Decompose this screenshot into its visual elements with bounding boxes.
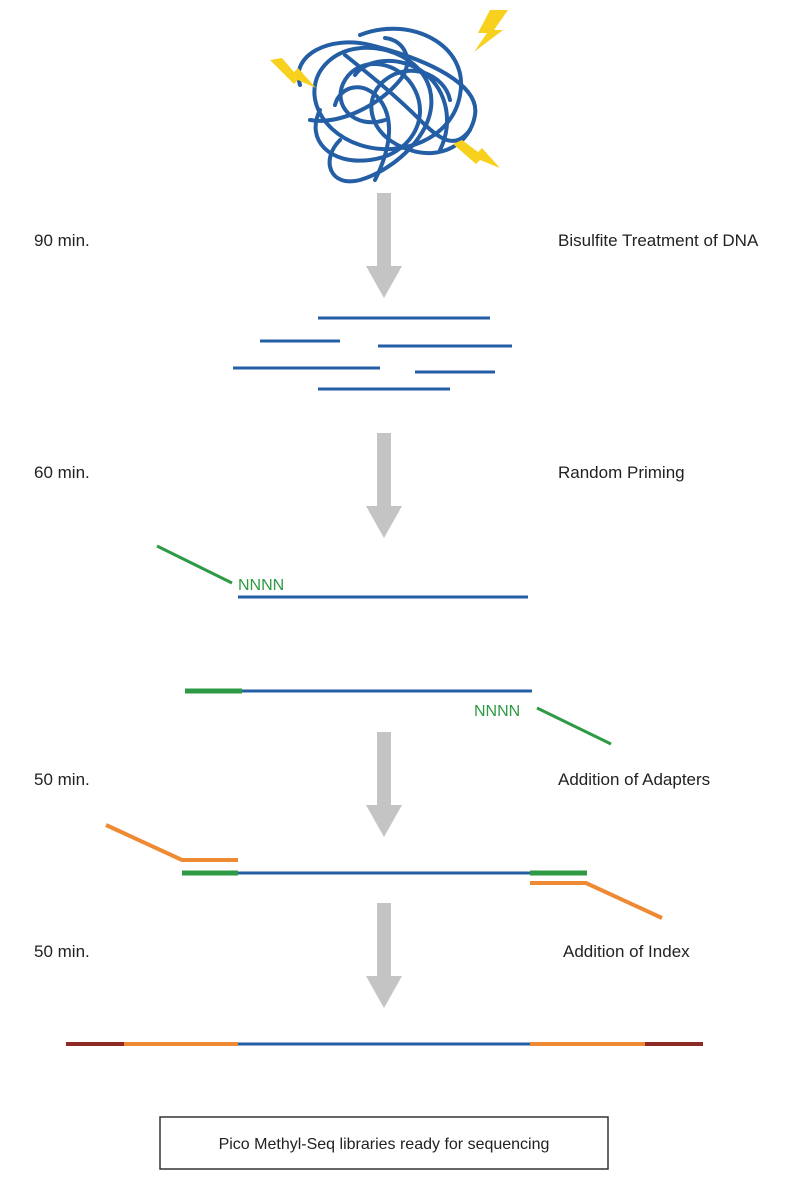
dna-fragments	[233, 316, 512, 391]
down-arrow-icon	[366, 193, 402, 298]
step-label-bisulfite: Bisulfite Treatment of DNA	[558, 231, 759, 250]
tangled-dna-icon	[296, 26, 478, 184]
lightning-bolt-icon	[270, 58, 316, 88]
down-arrow-icon	[366, 903, 402, 1008]
step-time-adapters: 50 min.	[34, 770, 90, 789]
lightning-bolt-icon	[474, 10, 508, 52]
random-primer-label: NNNN	[238, 577, 284, 594]
down-arrow-icon	[366, 433, 402, 538]
step-time-priming: 60 min.	[34, 463, 90, 482]
step-label-priming: Random Priming	[558, 463, 685, 482]
final-box	[159, 1116, 609, 1170]
primed-strand	[156, 544, 528, 599]
step-time-index: 50 min.	[34, 942, 90, 961]
random-primer-label-second: NNNN	[474, 703, 520, 720]
adapter-strand	[105, 823, 663, 920]
step-label-index: Addition of Index	[563, 942, 690, 961]
final-box-text: Pico Methyl-Seq libraries ready for sequ…	[219, 1136, 550, 1153]
second-strand	[185, 688, 612, 746]
step-label-adapters: Addition of Adapters	[558, 770, 710, 789]
down-arrow-icon	[366, 732, 402, 837]
step-time-bisulfite: 90 min.	[34, 231, 90, 250]
lightning-bolt-icon	[453, 140, 500, 168]
